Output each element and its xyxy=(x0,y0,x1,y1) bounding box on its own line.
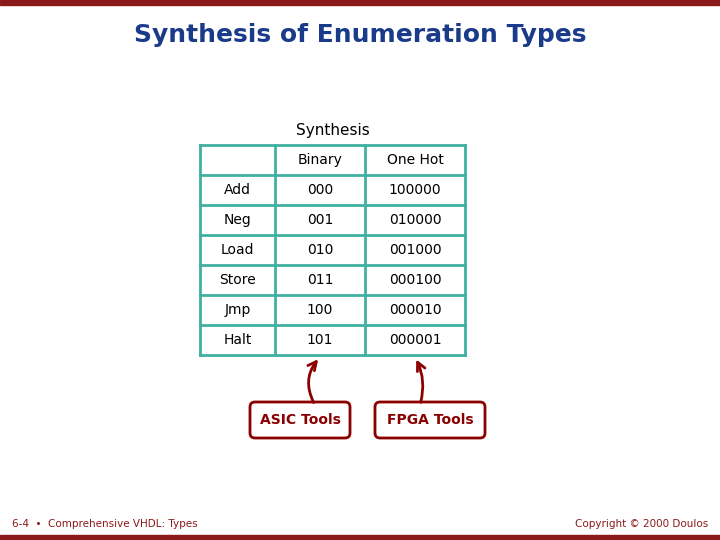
Text: ASIC Tools: ASIC Tools xyxy=(260,413,341,427)
Text: Synthesis: Synthesis xyxy=(296,124,369,138)
Bar xyxy=(0,0,720,5)
Text: 101: 101 xyxy=(307,333,333,347)
Text: 000001: 000001 xyxy=(389,333,441,347)
Text: Neg: Neg xyxy=(224,213,251,227)
Text: Copyright © 2000 Doulos: Copyright © 2000 Doulos xyxy=(575,519,708,529)
Text: Binary: Binary xyxy=(297,153,343,167)
Text: 000010: 000010 xyxy=(389,303,441,317)
Text: Load: Load xyxy=(221,243,254,257)
Text: 011: 011 xyxy=(307,273,333,287)
Text: 010: 010 xyxy=(307,243,333,257)
FancyBboxPatch shape xyxy=(375,402,485,438)
Text: Halt: Halt xyxy=(223,333,252,347)
Text: 100000: 100000 xyxy=(389,183,441,197)
Text: Synthesis of Enumeration Types: Synthesis of Enumeration Types xyxy=(134,23,586,47)
Text: Store: Store xyxy=(219,273,256,287)
Text: 000: 000 xyxy=(307,183,333,197)
Text: FPGA Tools: FPGA Tools xyxy=(387,413,473,427)
Text: Add: Add xyxy=(224,183,251,197)
Text: 100: 100 xyxy=(307,303,333,317)
Text: 010000: 010000 xyxy=(389,213,441,227)
Text: 6-4  •  Comprehensive VHDL: Types: 6-4 • Comprehensive VHDL: Types xyxy=(12,519,197,529)
Text: 001000: 001000 xyxy=(389,243,441,257)
Bar xyxy=(0,535,720,540)
FancyBboxPatch shape xyxy=(250,402,350,438)
Text: One Hot: One Hot xyxy=(387,153,444,167)
Text: Jmp: Jmp xyxy=(225,303,251,317)
Text: 001: 001 xyxy=(307,213,333,227)
Bar xyxy=(200,145,465,355)
Text: 000100: 000100 xyxy=(389,273,441,287)
